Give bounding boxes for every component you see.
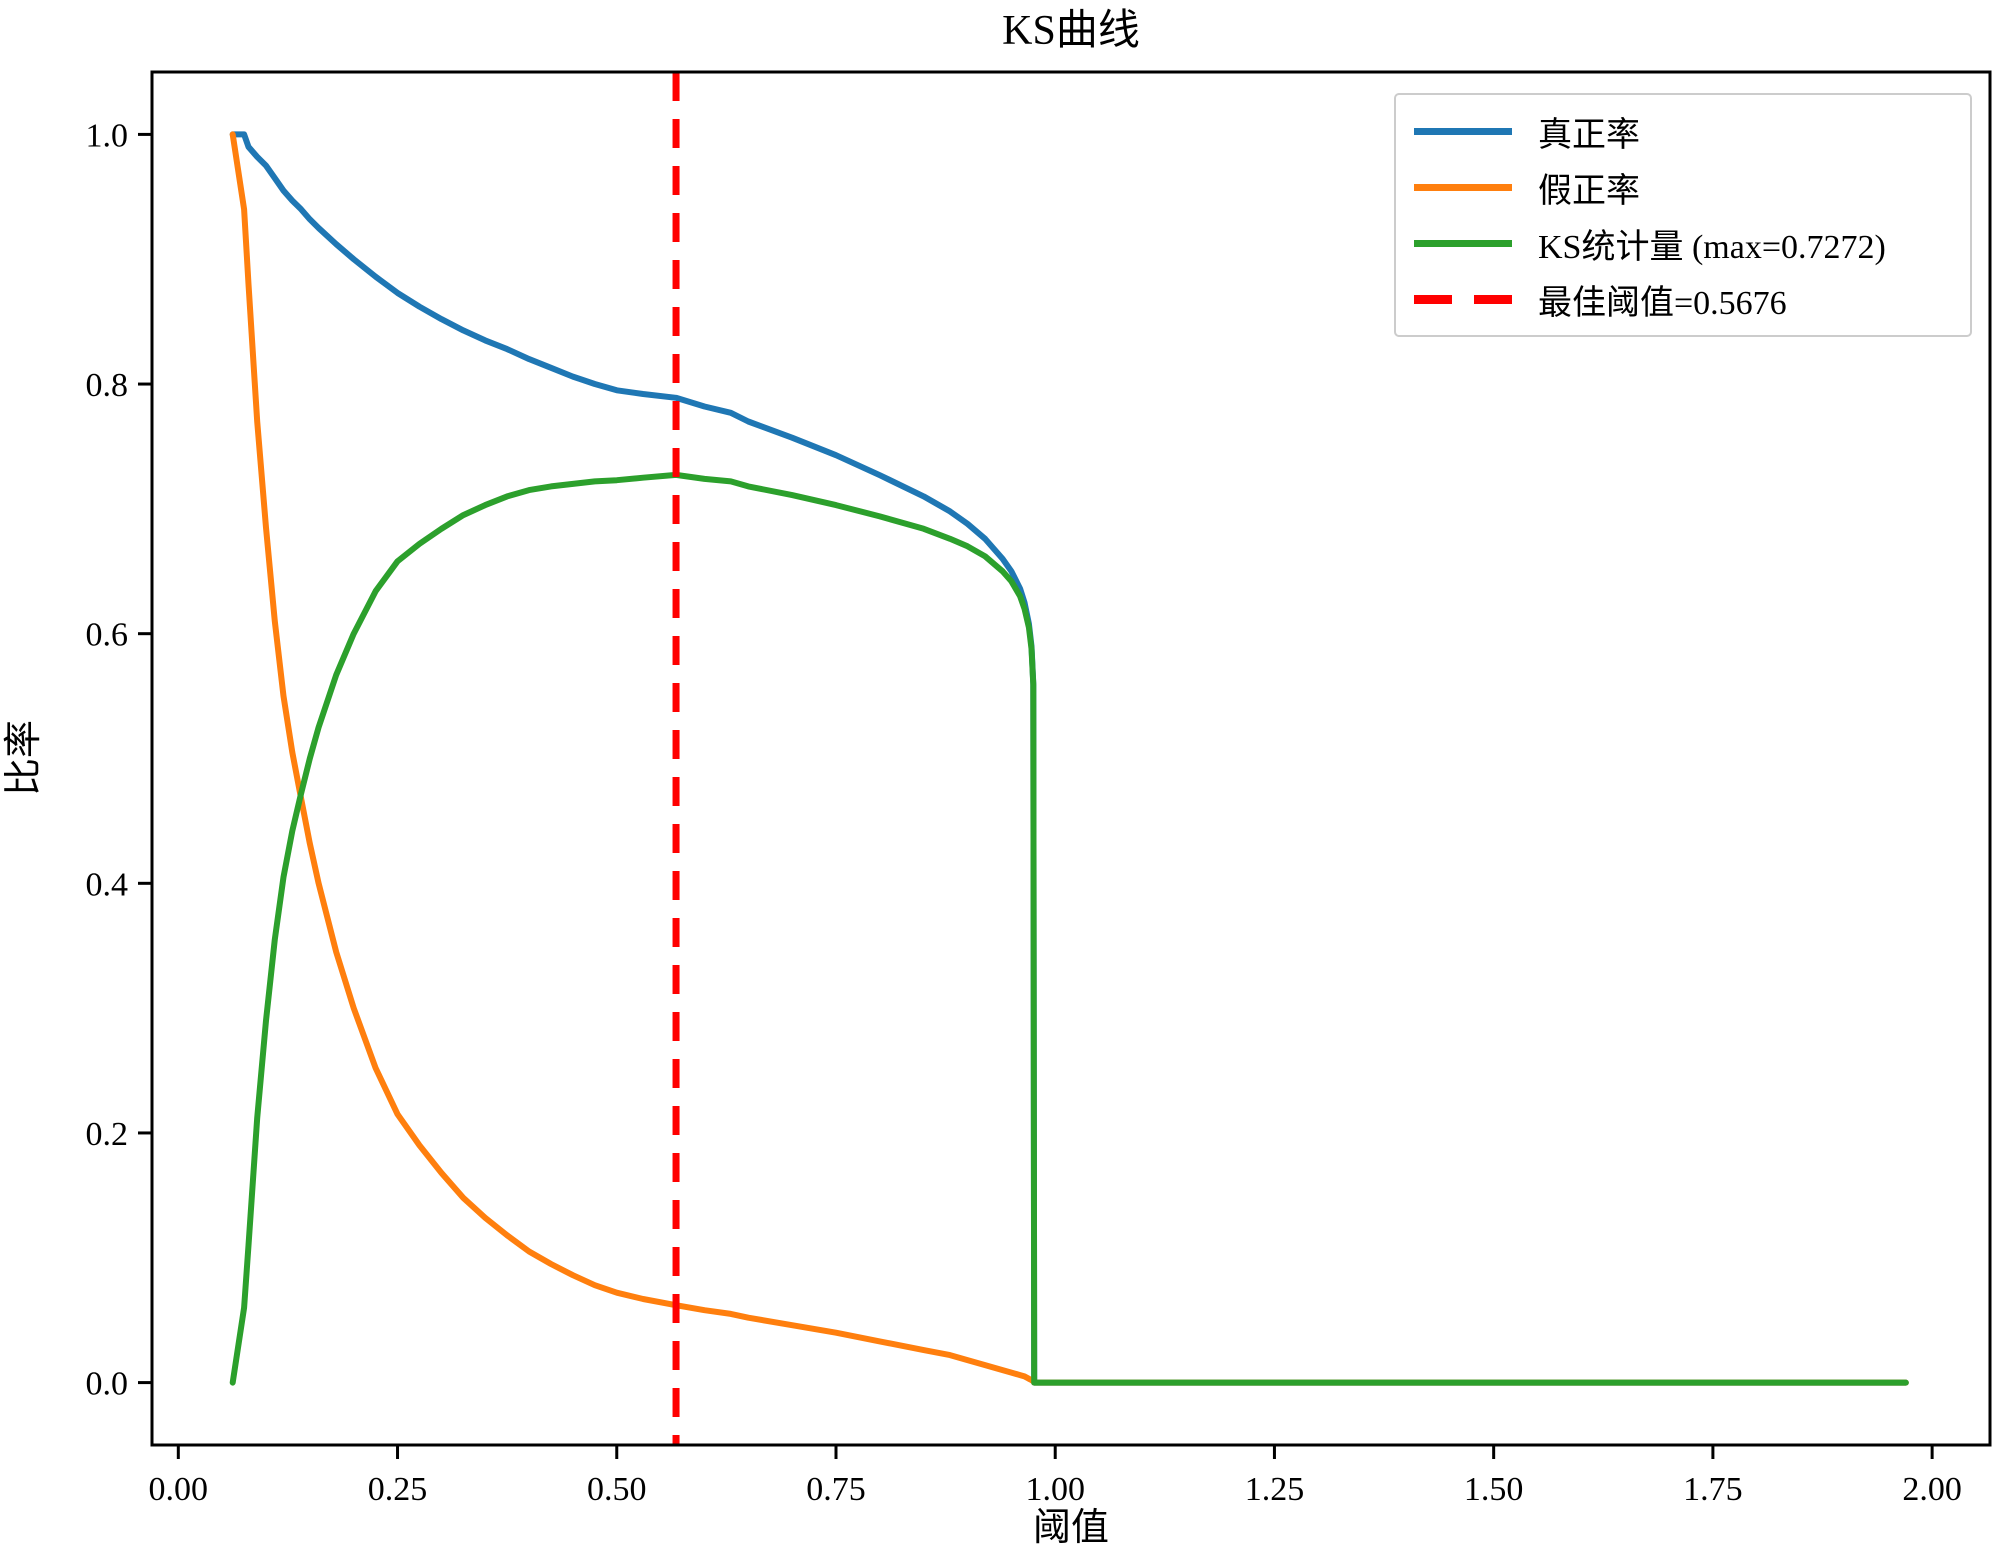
- x-tick-label: 0.25: [368, 1471, 428, 1508]
- legend-line-sample: [1414, 183, 1512, 191]
- x-tick-label: 2.00: [1902, 1471, 1962, 1508]
- legend-line-sample: [1414, 239, 1512, 247]
- chart-title: KS曲线: [1002, 8, 1140, 54]
- y-tick-label: 0.6: [86, 617, 129, 654]
- x-tick-label: 1.25: [1245, 1471, 1305, 1508]
- x-axis-label: 阈值: [1032, 1507, 1109, 1549]
- axes-spines: [150, 70, 1992, 1447]
- legend-item-0: 真正率: [1396, 105, 1970, 157]
- legend-item-label: 假正率: [1538, 172, 1640, 210]
- legend-item-label: 真正率: [1538, 116, 1640, 154]
- legend-item-1: 假正率: [1396, 161, 1970, 213]
- x-tick-label: 1.75: [1683, 1471, 1743, 1508]
- x-tick-label: 1.00: [1025, 1471, 1085, 1508]
- y-tick-label: 0.8: [86, 367, 129, 404]
- legend: 真正率假正率 KS统计量 (max=0.7272) 最佳阈值=0.5676: [1394, 93, 1972, 337]
- y-tick-label: 0.2: [86, 1116, 129, 1153]
- legend-line-sample: [1414, 127, 1512, 135]
- series-line-0: [229, 131, 1909, 1386]
- legend-item-label: KS统计量 (max=0.7272): [1538, 228, 1886, 266]
- legend-dashed-line-sample: [1414, 294, 1512, 304]
- x-tick-label: 1.50: [1464, 1471, 1524, 1508]
- x-tick-label: 0.50: [587, 1471, 647, 1508]
- series-line-2: [229, 471, 1909, 1386]
- x-tick-label: 0.75: [806, 1471, 866, 1508]
- legend-item-2: KS统计量 (max=0.7272): [1396, 217, 1970, 269]
- y-tick-label: 1.0: [86, 117, 129, 154]
- legend-item-3: 最佳阈值=0.5676: [1396, 273, 1970, 325]
- legend-item-label: 最佳阈值=0.5676: [1538, 284, 1787, 322]
- y-tick-label: 0.4: [86, 866, 129, 903]
- x-tick-label: 0.00: [149, 1471, 209, 1508]
- y-tick-label: 0.0: [86, 1366, 129, 1403]
- y-axis-label: 比率: [3, 720, 45, 797]
